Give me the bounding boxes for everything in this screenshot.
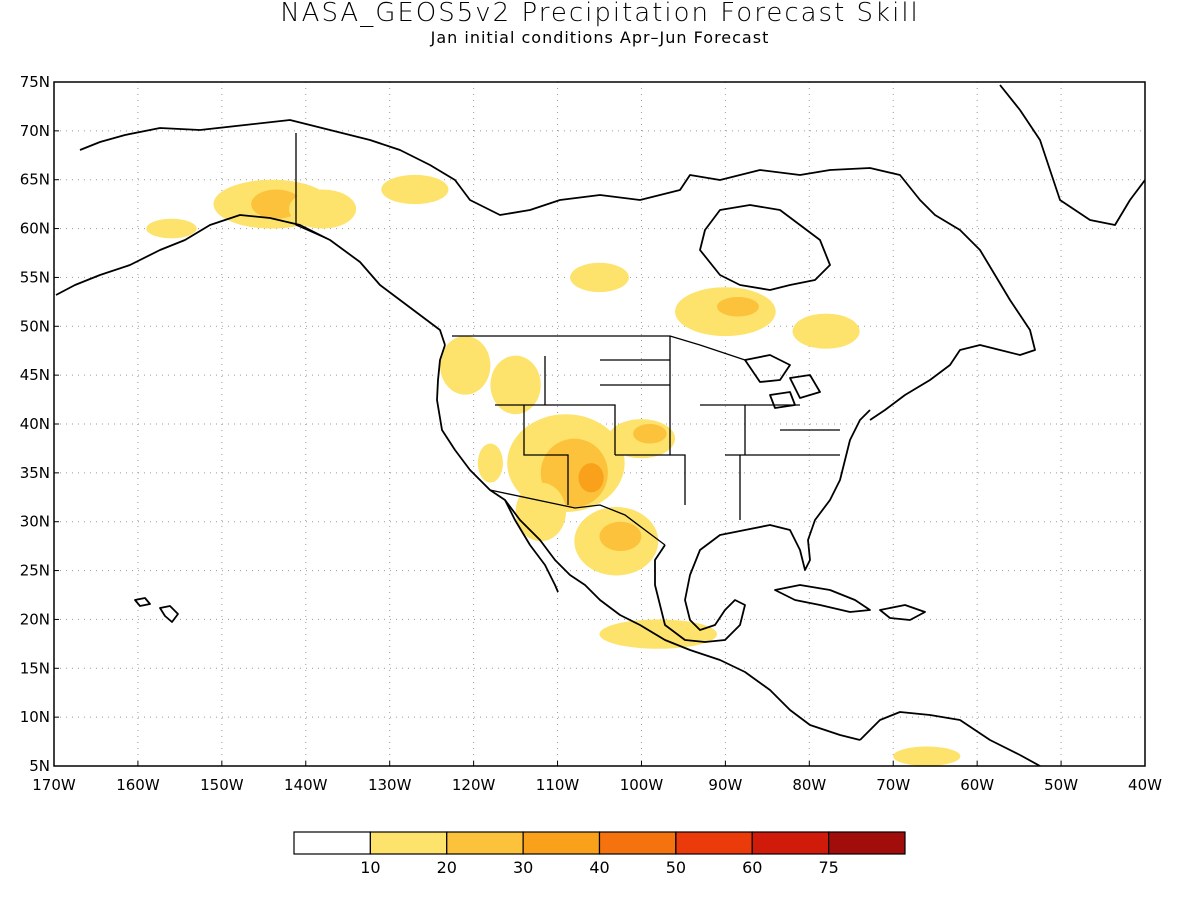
lon-tick-label: 100W — [620, 776, 664, 794]
skill-region — [578, 463, 604, 493]
colorbar-swatch — [675, 831, 753, 855]
skill-region — [570, 262, 629, 293]
latitude-labels: 75N 70N 65N 60N 55N 50N 45N 40N 35N 30N 25N 20N 15N 1… — [20, 73, 59, 775]
skill-region — [515, 482, 566, 542]
lon-tick-label: 170W — [32, 776, 76, 794]
lon-tick-label: 80W — [792, 776, 826, 794]
lon-tick-label: 40W — [1128, 776, 1162, 794]
lat-tick-label: 10N — [20, 708, 50, 726]
colorbar-swatch — [369, 831, 448, 855]
lon-tick-label: 160W — [116, 776, 160, 794]
lat-tick-label: 40N — [20, 415, 50, 433]
skill-region — [477, 443, 503, 483]
lon-tick-label: 110W — [536, 776, 580, 794]
colorbar-label: 60 — [742, 858, 762, 877]
colorbar-label: 75 — [818, 858, 838, 877]
lat-tick-label: 20N — [20, 610, 50, 628]
lat-tick-label: 55N — [20, 268, 50, 286]
colorbar-swatch — [446, 831, 524, 855]
lat-tick-label: 50N — [20, 317, 50, 335]
colorbar-label: 10 — [360, 858, 380, 877]
colorbar-swatch — [522, 831, 601, 855]
skill-region — [716, 296, 759, 317]
lat-tick-label: 25N — [20, 562, 50, 580]
lat-tick-label: 60N — [20, 220, 50, 238]
lon-tick-label: 140W — [284, 776, 328, 794]
lat-tick-label: 65N — [20, 171, 50, 189]
skill-shading — [146, 174, 961, 766]
lat-tick-label: 15N — [20, 659, 50, 677]
lat-tick-label: 35N — [20, 464, 50, 482]
lat-tick-label: 70N — [20, 122, 50, 140]
lon-tick-label: 90W — [708, 776, 742, 794]
skill-region — [288, 189, 357, 229]
political-borders — [295, 133, 840, 546]
lat-tick-label: 75N — [20, 73, 50, 91]
colorbar: 10 20 30 40 50 60 75 — [293, 831, 906, 877]
lon-tick-label: 70W — [876, 776, 910, 794]
lat-tick-label: 5N — [29, 757, 50, 775]
colorbar-label: 30 — [513, 858, 533, 877]
skill-region — [251, 189, 302, 219]
skill-region — [599, 521, 642, 552]
coastlines — [55, 84, 1145, 766]
lon-tick-label: 150W — [200, 776, 244, 794]
lon-tick-label: 130W — [368, 776, 412, 794]
skill-region — [381, 174, 449, 205]
skill-region — [440, 336, 491, 395]
colorbar-label: 20 — [437, 858, 457, 877]
skill-region — [599, 619, 717, 649]
map-subtitle: Jan initial conditions Apr–Jun Forecast — [430, 28, 770, 47]
map-title: NASA_GEOS5v2 Precipitation Forecast Skil… — [280, 0, 920, 28]
colorbar-swatch — [293, 831, 371, 855]
skill-region — [893, 746, 961, 766]
lon-tick-label: 120W — [452, 776, 496, 794]
lon-tick-label: 60W — [960, 776, 994, 794]
lat-tick-label: 45N — [20, 366, 50, 384]
colorbar-label: 50 — [666, 858, 686, 877]
colorbar-label: 40 — [589, 858, 609, 877]
skill-region — [490, 355, 541, 415]
skill-region — [146, 218, 197, 239]
skill-region — [633, 424, 667, 444]
skill-region — [792, 313, 860, 349]
colorbar-swatch — [828, 831, 906, 855]
longitude-labels: 170W 160W 150W 140W 130W 120W 110W 100W 90W 80W 70… — [32, 761, 1162, 794]
colorbar-swatch — [751, 831, 830, 855]
colorbar-swatch — [598, 831, 677, 855]
lon-tick-label: 50W — [1044, 776, 1078, 794]
lat-tick-label: 30N — [20, 513, 50, 531]
